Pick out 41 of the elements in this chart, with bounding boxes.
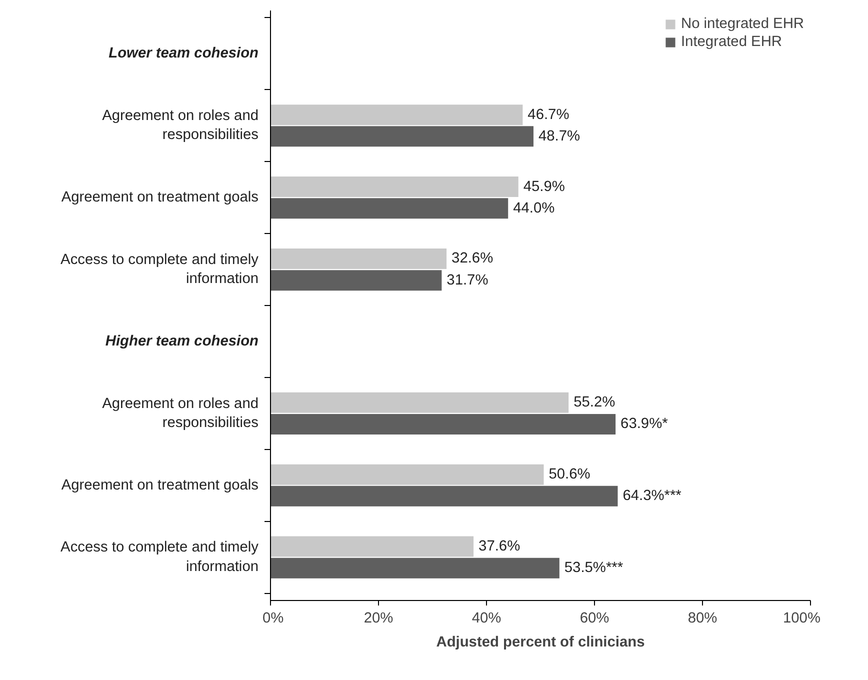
bar — [270, 392, 569, 413]
data-label: 64.3%*** — [622, 488, 682, 504]
x-tick-label: 20% — [364, 610, 394, 626]
y-tick-label: Agreement on roles and responsibilities — [102, 396, 259, 432]
x-tick-label: 80% — [688, 610, 718, 626]
x-tick-label: 0% — [262, 610, 284, 626]
data-label: 32.6% — [452, 250, 494, 267]
data-label: 55.2% — [574, 394, 616, 411]
bar — [270, 176, 518, 198]
bar — [270, 104, 523, 126]
bar — [270, 270, 442, 291]
legend-label: Integrated EHR — [680, 34, 782, 50]
data-label: 45.9% — [523, 178, 565, 195]
y-tick-label: Access to complete and timely information — [60, 252, 260, 288]
bar — [270, 414, 616, 434]
bar — [270, 486, 618, 506]
x-tick-label: 60% — [580, 610, 610, 626]
bar — [270, 198, 508, 219]
bar — [270, 536, 474, 557]
x-tick-label: 100% — [783, 610, 821, 626]
data-label: 31.7% — [446, 272, 488, 288]
y-tick-label: Agreement on treatment goals — [61, 477, 259, 494]
x-tick-label: 40% — [472, 610, 502, 626]
y-tick-label: Higher team cohesion — [105, 333, 259, 350]
y-tick-label: Access to complete and timely information — [60, 540, 260, 575]
data-label: 37.6% — [478, 538, 520, 555]
y-tick-label: Lower team cohesion — [108, 46, 259, 62]
bar — [270, 558, 560, 578]
bar — [270, 464, 544, 485]
x-axis-title: Adjusted percent of clinicians — [436, 634, 645, 650]
data-label: 63.9%* — [620, 416, 668, 432]
data-label: 50.6% — [548, 466, 590, 483]
bar — [270, 248, 447, 269]
data-label: 46.7% — [528, 106, 570, 123]
y-tick-label: Agreement on roles and responsibilities — [102, 108, 259, 144]
y-tick-label: Agreement on treatment goals — [61, 190, 259, 206]
bar — [270, 126, 534, 147]
data-label: 48.7% — [538, 128, 580, 144]
data-label: 53.5%*** — [564, 560, 624, 576]
legend-label: No integrated EHR — [680, 16, 804, 32]
data-label: 44.0% — [513, 200, 555, 216]
